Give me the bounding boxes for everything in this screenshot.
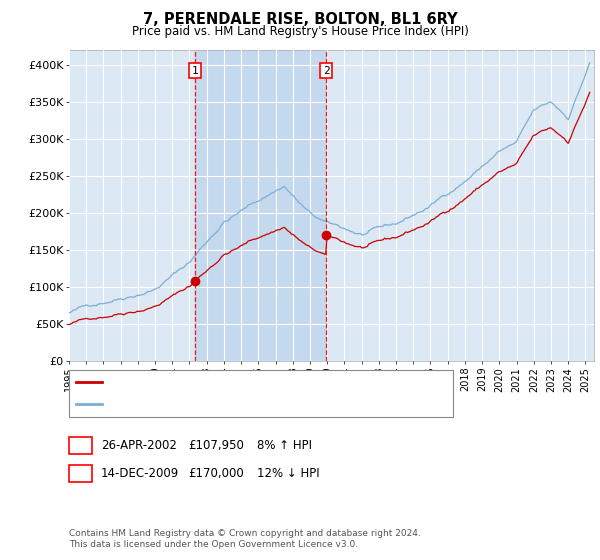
Text: 1: 1 <box>191 66 199 76</box>
Bar <box>195 50 326 361</box>
Text: 7, PERENDALE RISE, BOLTON, BL1 6RY (detached house): 7, PERENDALE RISE, BOLTON, BL1 6RY (deta… <box>107 377 400 388</box>
Text: HPI: Average price, detached house, Bolton: HPI: Average price, detached house, Bolt… <box>107 399 334 409</box>
Text: £170,000: £170,000 <box>188 466 244 480</box>
Text: Price paid vs. HM Land Registry's House Price Index (HPI): Price paid vs. HM Land Registry's House … <box>131 25 469 38</box>
Text: 7, PERENDALE RISE, BOLTON, BL1 6RY: 7, PERENDALE RISE, BOLTON, BL1 6RY <box>143 12 457 27</box>
Text: 2: 2 <box>77 466 84 480</box>
Text: Contains HM Land Registry data © Crown copyright and database right 2024.
This d: Contains HM Land Registry data © Crown c… <box>69 529 421 549</box>
Text: 14-DEC-2009: 14-DEC-2009 <box>101 466 179 480</box>
Text: 2: 2 <box>323 66 330 76</box>
Text: 8% ↑ HPI: 8% ↑ HPI <box>257 438 312 452</box>
Text: 26-APR-2002: 26-APR-2002 <box>101 438 176 452</box>
Text: £107,950: £107,950 <box>188 438 244 452</box>
Text: 1: 1 <box>77 438 84 452</box>
Text: 12% ↓ HPI: 12% ↓ HPI <box>257 466 319 480</box>
